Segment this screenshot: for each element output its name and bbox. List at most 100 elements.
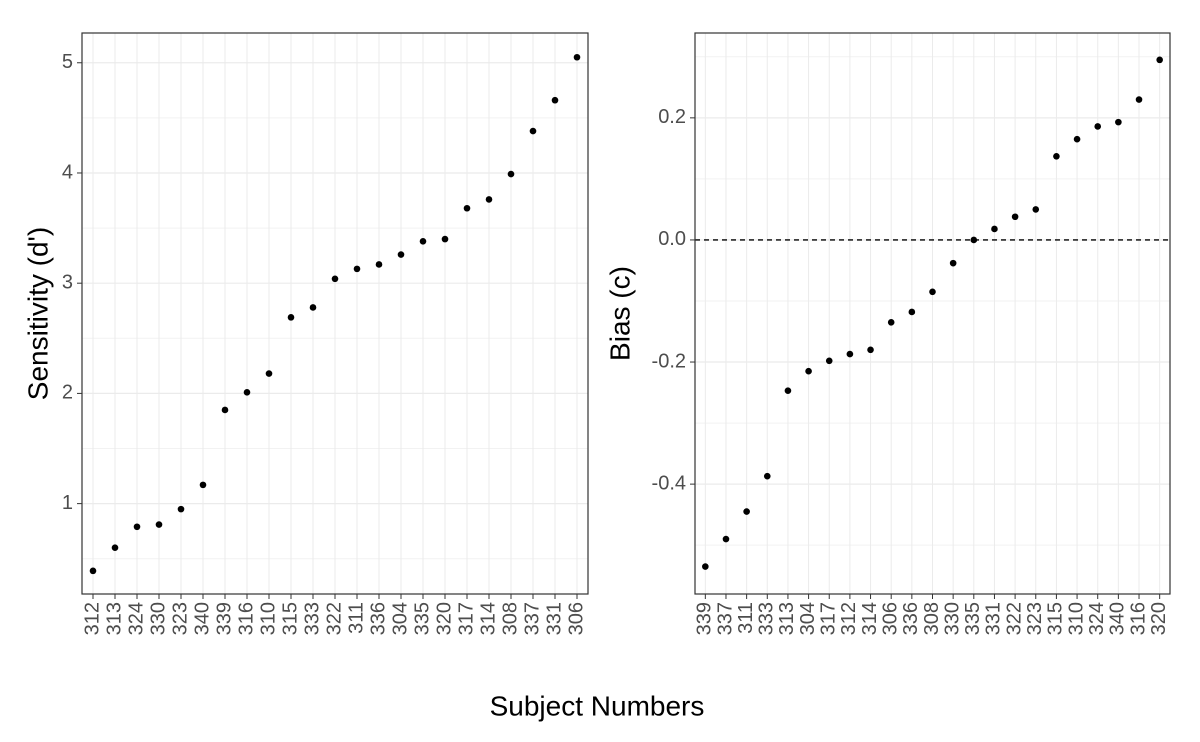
point	[375, 261, 383, 268]
point	[441, 235, 449, 243]
point	[199, 481, 207, 489]
x-tick-label: 330	[147, 602, 169, 635]
point	[419, 238, 427, 245]
point	[846, 350, 854, 358]
x-tick-label: 316	[235, 602, 257, 635]
point	[573, 53, 581, 61]
point	[1156, 56, 1163, 64]
x-tick-label: 323	[169, 602, 191, 635]
point	[1094, 123, 1102, 130]
x-tick-label: 333	[756, 602, 778, 635]
point	[551, 96, 559, 104]
x-tick-label: 330	[941, 602, 963, 635]
point	[155, 521, 163, 528]
x-tick-label: 339	[694, 602, 716, 635]
y-tick-label: 0.0	[658, 228, 686, 250]
point	[1135, 96, 1143, 103]
x-tick-label: 311	[345, 602, 367, 634]
x-tick-label: 331	[543, 602, 565, 635]
plot-border	[81, 32, 589, 595]
x-tick-label: 320	[1148, 602, 1170, 635]
point	[949, 259, 957, 267]
point	[1032, 206, 1040, 213]
x-axis-title: Subject Numbers	[490, 690, 705, 721]
x-tick-label: 313	[776, 602, 798, 635]
point	[887, 319, 895, 326]
point	[784, 387, 792, 395]
point	[743, 508, 750, 515]
y-tick-label: 0.2	[658, 106, 686, 128]
x-tick-label: 337	[714, 602, 736, 635]
x-tick-label: 304	[797, 602, 819, 635]
point	[397, 251, 405, 258]
x-tick-label: 331	[983, 602, 1005, 635]
x-tick-label: 306	[879, 602, 901, 635]
point	[463, 204, 471, 212]
x-tick-label: 313	[103, 602, 125, 635]
x-tick-label: 306	[565, 602, 587, 635]
point	[929, 288, 936, 296]
x-tick-label: 323	[1024, 602, 1046, 635]
x-tick-label: 315	[279, 602, 301, 635]
x-tick-label: 320	[433, 602, 455, 635]
point	[331, 275, 339, 283]
point	[177, 505, 185, 513]
x-tick-label: 322	[1003, 602, 1025, 635]
point	[1073, 135, 1081, 143]
x-tick-label: 339	[213, 602, 235, 635]
x-tick-label: 333	[301, 602, 323, 635]
x-tick-label: 314	[477, 602, 499, 635]
point	[805, 367, 812, 375]
point	[867, 346, 874, 354]
point	[309, 304, 317, 311]
x-tick-label: 335	[962, 602, 984, 635]
x-tick-label: 317	[818, 602, 840, 635]
x-tick-label: 311	[735, 602, 757, 634]
x-tick-label: 324	[1086, 602, 1108, 635]
x-tick-label: 322	[323, 602, 345, 635]
point	[722, 535, 730, 543]
point	[507, 170, 515, 178]
y-tick-label: 2	[62, 382, 73, 404]
x-tick-label: 314	[859, 602, 881, 635]
point	[908, 308, 916, 316]
x-tick-label: 310	[257, 602, 279, 635]
x-tick-label: 340	[191, 602, 213, 635]
y-axis-title: Bias (c)	[604, 266, 635, 361]
x-tick-label: 312	[81, 602, 103, 635]
x-tick-label: 336	[367, 602, 389, 635]
y-tick-label: 5	[62, 51, 73, 73]
point	[825, 357, 833, 365]
point	[243, 389, 251, 396]
point	[111, 544, 119, 552]
y-tick-label: 3	[62, 271, 73, 293]
point	[763, 472, 771, 480]
point	[265, 370, 273, 377]
x-tick-label: 340	[1107, 602, 1129, 635]
point	[353, 265, 361, 273]
point	[1011, 213, 1019, 221]
x-tick-label: 312	[838, 602, 860, 635]
x-tick-label: 315	[1045, 602, 1067, 635]
point	[529, 127, 537, 135]
point	[702, 563, 709, 570]
x-tick-label: 337	[521, 602, 543, 635]
y-tick-label: -0.4	[652, 472, 686, 494]
point	[221, 406, 229, 414]
point	[1053, 153, 1060, 160]
y-tick-label: 4	[62, 161, 73, 183]
y-tick-label: -0.2	[652, 350, 686, 372]
y-axis-title: Sensitivity (d')	[22, 227, 53, 400]
point	[133, 523, 141, 531]
y-tick-label: 1	[62, 492, 73, 514]
x-tick-label: 308	[499, 602, 521, 635]
x-tick-label: 336	[900, 602, 922, 635]
x-tick-label: 310	[1065, 602, 1087, 635]
x-tick-label: 317	[455, 602, 477, 635]
x-tick-label: 304	[389, 602, 411, 635]
plot-border	[694, 32, 1171, 595]
x-tick-label: 335	[411, 602, 433, 635]
x-tick-label: 308	[921, 602, 943, 635]
point	[1115, 118, 1122, 126]
